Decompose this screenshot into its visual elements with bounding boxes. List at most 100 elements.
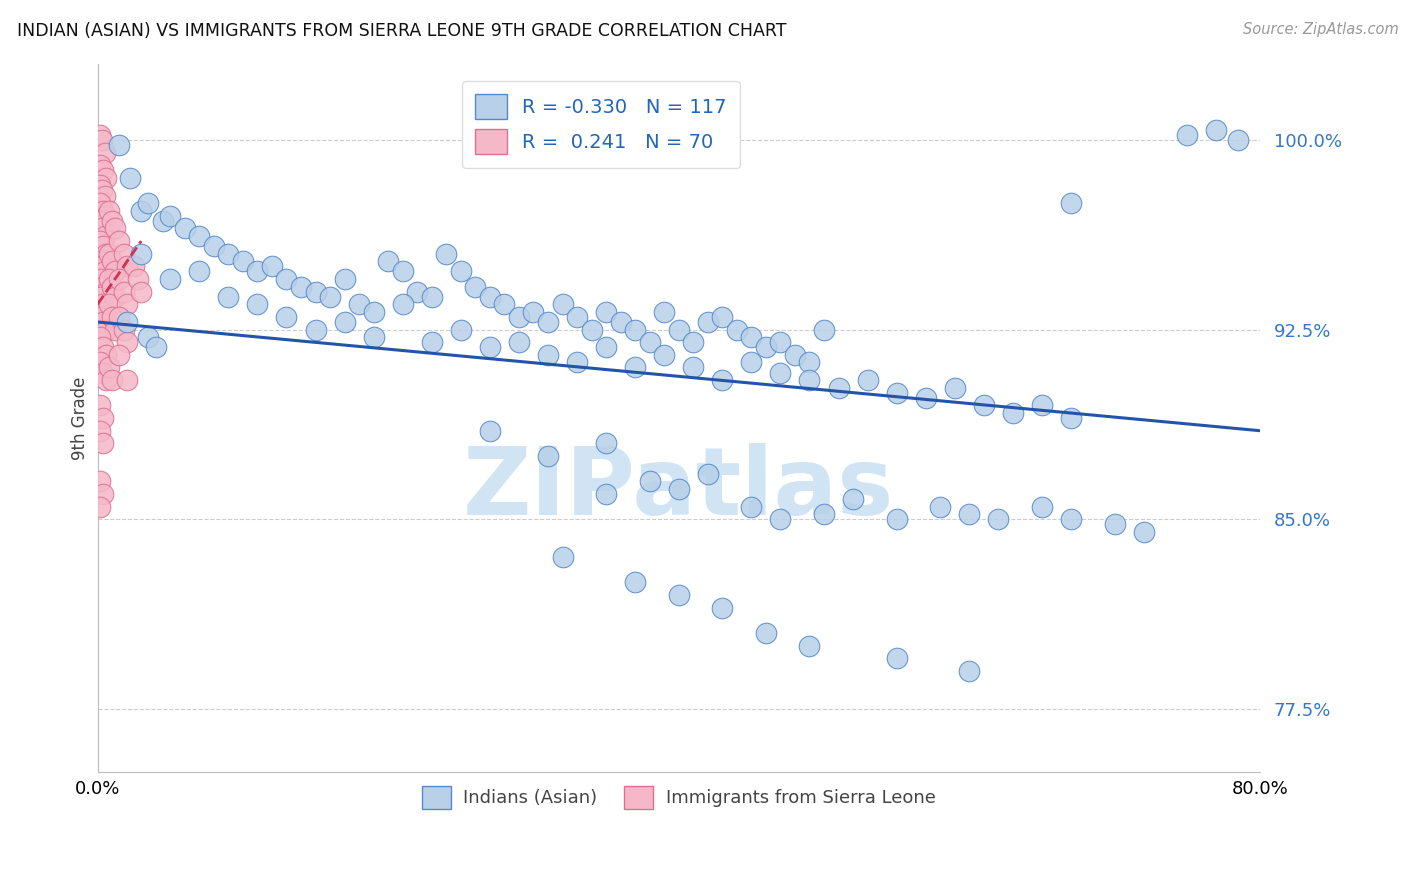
Point: [595, 305, 617, 319]
Point: [94, 188, 117, 202]
Point: [94, 264, 117, 278]
Point: [96, 348, 118, 362]
Point: [129, 285, 152, 299]
Point: [711, 600, 734, 615]
Point: [108, 234, 131, 248]
Point: [173, 221, 195, 235]
Point: [638, 335, 661, 350]
Point: [90, 184, 112, 198]
Point: [304, 285, 326, 299]
Point: [101, 279, 124, 293]
Point: [93, 163, 115, 178]
Point: [609, 315, 631, 329]
Point: [1227, 133, 1250, 147]
Point: [696, 467, 718, 481]
Text: Source: ZipAtlas.com: Source: ZipAtlas.com: [1243, 22, 1399, 37]
Point: [217, 290, 239, 304]
Point: [93, 315, 115, 329]
Point: [101, 373, 124, 387]
Point: [115, 315, 138, 329]
Point: [434, 246, 457, 260]
Point: [363, 330, 385, 344]
Point: [740, 500, 762, 514]
Point: [93, 366, 115, 380]
Point: [159, 272, 181, 286]
Point: [152, 214, 174, 228]
Point: [668, 482, 690, 496]
Point: [138, 330, 160, 344]
Point: [769, 335, 792, 350]
Point: [115, 260, 138, 274]
Point: [89, 290, 111, 304]
Point: [943, 381, 966, 395]
Point: [232, 254, 254, 268]
Point: [755, 626, 778, 640]
Point: [104, 221, 127, 235]
Point: [118, 170, 141, 185]
Point: [957, 664, 980, 678]
Point: [145, 340, 167, 354]
Point: [89, 196, 111, 211]
Point: [987, 512, 1010, 526]
Point: [112, 322, 135, 336]
Point: [90, 260, 112, 274]
Point: [188, 229, 211, 244]
Point: [624, 322, 647, 336]
Point: [551, 297, 574, 311]
Point: [783, 348, 806, 362]
Point: [624, 575, 647, 590]
Point: [93, 436, 115, 450]
Text: ZIPatlas: ZIPatlas: [463, 442, 894, 535]
Point: [813, 322, 835, 336]
Point: [115, 297, 138, 311]
Point: [914, 391, 936, 405]
Point: [624, 360, 647, 375]
Point: [108, 138, 131, 153]
Point: [246, 264, 269, 278]
Point: [129, 203, 152, 218]
Point: [94, 305, 117, 319]
Point: [957, 507, 980, 521]
Point: [537, 348, 560, 362]
Point: [842, 491, 865, 506]
Point: [104, 264, 127, 278]
Point: [93, 279, 115, 293]
Point: [90, 133, 112, 147]
Y-axis label: 9th Grade: 9th Grade: [72, 376, 89, 459]
Point: [98, 297, 121, 311]
Point: [89, 310, 111, 324]
Point: [595, 487, 617, 501]
Text: INDIAN (ASIAN) VS IMMIGRANTS FROM SIERRA LEONE 9TH GRADE CORRELATION CHART: INDIAN (ASIAN) VS IMMIGRANTS FROM SIERRA…: [17, 22, 786, 40]
Point: [122, 260, 145, 274]
Point: [108, 348, 131, 362]
Point: [101, 310, 124, 324]
Point: [89, 355, 111, 369]
Point: [104, 322, 127, 336]
Point: [304, 322, 326, 336]
Point: [711, 310, 734, 324]
Point: [89, 330, 111, 344]
Point: [522, 305, 544, 319]
Point: [129, 246, 152, 260]
Point: [682, 335, 704, 350]
Point: [89, 272, 111, 286]
Point: [96, 285, 118, 299]
Point: [1205, 123, 1227, 137]
Point: [347, 297, 370, 311]
Point: [112, 285, 135, 299]
Point: [652, 348, 675, 362]
Point: [333, 315, 356, 329]
Point: [108, 310, 131, 324]
Point: [138, 196, 160, 211]
Point: [89, 254, 111, 268]
Point: [319, 290, 342, 304]
Point: [260, 260, 283, 274]
Point: [755, 340, 778, 354]
Point: [96, 246, 118, 260]
Point: [93, 239, 115, 253]
Point: [696, 315, 718, 329]
Point: [290, 279, 312, 293]
Point: [478, 290, 501, 304]
Point: [104, 290, 127, 304]
Point: [89, 399, 111, 413]
